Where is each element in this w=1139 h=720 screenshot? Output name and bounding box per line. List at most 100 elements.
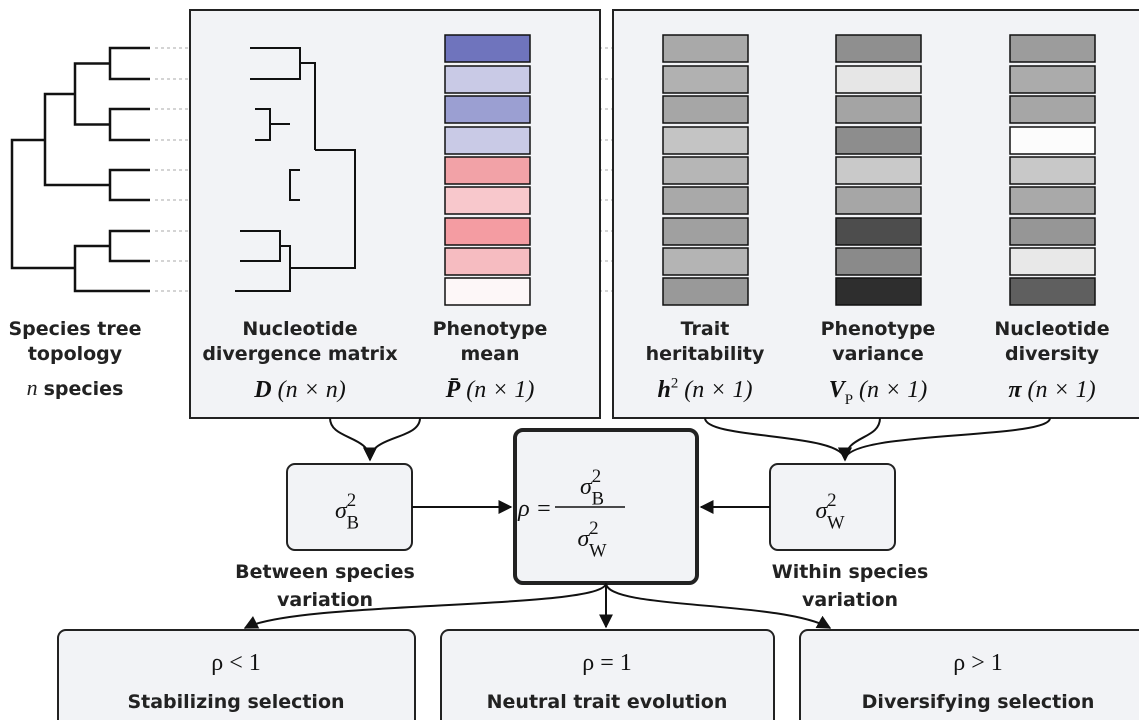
- math-symbol: VP (n × 1): [829, 377, 927, 408]
- symbol: σ: [577, 526, 590, 552]
- column-name: mean: [460, 343, 519, 365]
- cell: [662, 217, 749, 246]
- cell: [1009, 95, 1096, 124]
- arrow: [363, 417, 421, 462]
- subscript: B: [347, 513, 359, 534]
- cell: [835, 126, 922, 155]
- symbol: σ: [815, 498, 828, 524]
- arrow: [838, 417, 881, 462]
- column-name: Nucleotide: [242, 318, 357, 340]
- cell: [662, 247, 749, 276]
- column-name: Phenotype: [433, 318, 548, 340]
- superscript: 2: [592, 466, 601, 487]
- cell: [835, 34, 922, 63]
- cell: [662, 156, 749, 185]
- subscript: W: [589, 541, 607, 562]
- cell: [662, 126, 749, 155]
- math-symbol: π (n × 1): [1008, 377, 1095, 403]
- tree-count: n species: [27, 375, 124, 400]
- symbol: σ: [580, 474, 593, 500]
- superscript: 2: [827, 490, 836, 511]
- column-name: Trait: [681, 318, 730, 340]
- tree-caption: Species tree: [9, 318, 142, 340]
- cell: [444, 277, 531, 306]
- cell: [444, 156, 531, 185]
- cell: [835, 156, 922, 185]
- text: species: [44, 378, 124, 400]
- symbol: V: [829, 377, 847, 403]
- dimensions: (n × 1): [1027, 377, 1095, 403]
- cell: [662, 186, 749, 215]
- cell: [835, 247, 922, 276]
- column-name: Phenotype: [821, 318, 936, 340]
- outcome-formula: ρ < 1: [211, 650, 261, 676]
- outcome-box: [799, 629, 1139, 720]
- symbol: D: [253, 377, 271, 403]
- cell: [1009, 156, 1096, 185]
- cell: [444, 247, 531, 276]
- math-symbol: σ2 W: [577, 518, 607, 562]
- math-symbol: D (n × n): [253, 377, 346, 403]
- caption: variation: [802, 589, 898, 611]
- outcome-label: Neutral trait evolution: [487, 691, 728, 713]
- cell: [662, 34, 749, 63]
- outcome-label: Diversifying selection: [862, 691, 1095, 713]
- arrow: [329, 417, 377, 462]
- outcome-box: [57, 629, 416, 720]
- arrow: [704, 417, 852, 462]
- cell: [1009, 277, 1096, 306]
- column-name: divergence matrix: [202, 343, 397, 365]
- superscript: 2: [347, 490, 356, 511]
- cell: [835, 95, 922, 124]
- ratio-lhs: ρ =: [517, 496, 552, 522]
- cell: [662, 65, 749, 94]
- cell: [662, 95, 749, 124]
- cell: [835, 186, 922, 215]
- cell: [444, 126, 531, 155]
- cell: [1009, 217, 1096, 246]
- math-symbol: P̄ (n × 1): [445, 377, 535, 403]
- caption: variation: [277, 589, 373, 611]
- column-name: heritability: [646, 343, 765, 365]
- species-tree: [10, 46, 150, 293]
- arrow: [243, 582, 607, 629]
- arrow: [838, 417, 1051, 462]
- math-symbol: σ2 B: [335, 490, 359, 534]
- subscript: W: [827, 513, 845, 534]
- caption: Within species: [772, 561, 929, 583]
- cell: [1009, 65, 1096, 94]
- math-symbol: σ2 W: [815, 490, 845, 534]
- cell: [1009, 126, 1096, 155]
- cell: [835, 217, 922, 246]
- cell: [1009, 186, 1096, 215]
- symbol: h: [658, 377, 671, 403]
- cell: [1009, 34, 1096, 63]
- column-name: Nucleotide: [994, 318, 1109, 340]
- data-columns: [444, 34, 1096, 306]
- cell: [835, 65, 922, 94]
- outcome-label: Stabilizing selection: [127, 691, 344, 713]
- column-name: diversity: [1005, 343, 1100, 365]
- cell: [662, 277, 749, 306]
- cell: [444, 34, 531, 63]
- cell: [444, 186, 531, 215]
- symbol: π: [1008, 377, 1022, 403]
- symbol: n: [27, 375, 38, 400]
- symbol: P̄: [445, 377, 461, 403]
- arrow: [605, 582, 832, 629]
- superscript: 2: [671, 375, 678, 391]
- subscript: P: [845, 392, 853, 408]
- cell: [444, 95, 531, 124]
- tree-caption: topology: [28, 343, 123, 365]
- column-name: variance: [832, 343, 924, 365]
- cell: [1009, 247, 1096, 276]
- outcome-formula: ρ = 1: [582, 650, 632, 676]
- outcome-box: [440, 629, 775, 720]
- dimensions: (n × 1): [466, 377, 534, 403]
- math-symbol: h2 (n × 1): [658, 375, 753, 403]
- superscript: 2: [589, 518, 598, 539]
- math-symbol: σ2 B: [580, 466, 604, 510]
- dimensions: (n × n): [278, 377, 346, 403]
- dimensions: (n × 1): [859, 377, 927, 403]
- caption: Between species: [235, 561, 415, 583]
